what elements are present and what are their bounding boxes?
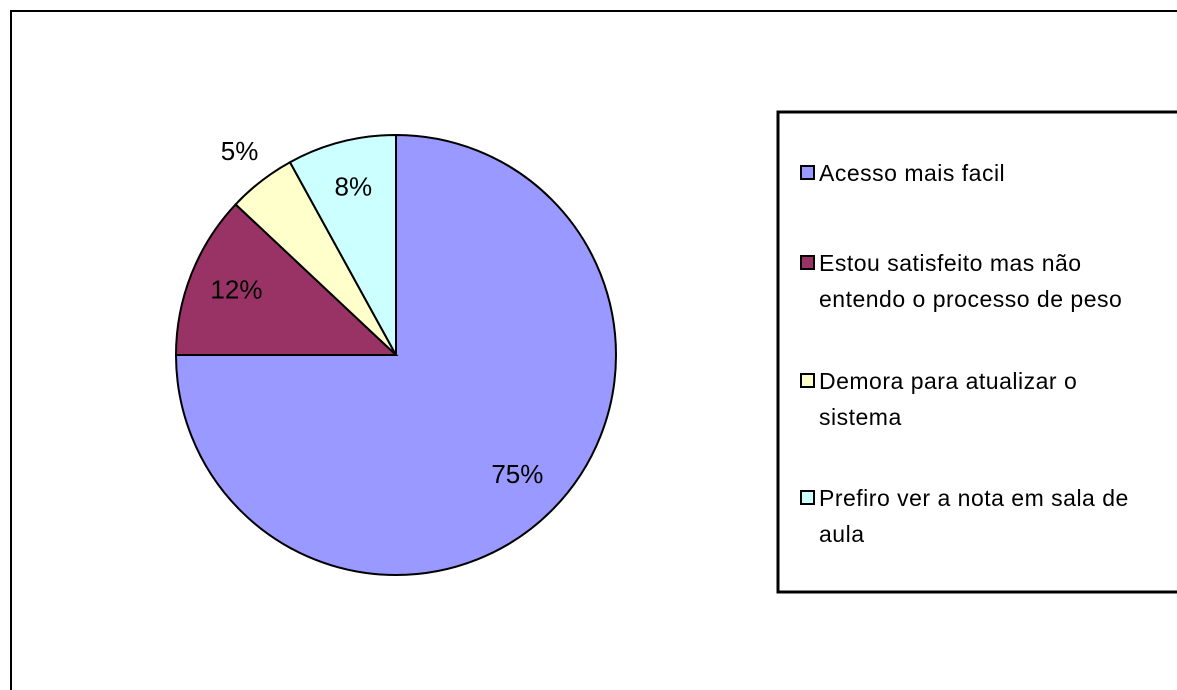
- legend-swatch: [800, 490, 815, 505]
- legend-entry: Demora para atualizar o sistema: [800, 363, 1160, 435]
- legend-label: Prefiro ver a nota em sala de aula: [819, 485, 1129, 547]
- legend-swatch: [800, 373, 815, 388]
- legend-label: Estou satisfeito mas não entendo o proce…: [819, 250, 1123, 312]
- data-label: 75%: [491, 459, 543, 489]
- legend-swatch: [800, 255, 815, 270]
- legend-entry: Prefiro ver a nota em sala de aula: [800, 480, 1160, 552]
- legend-entry: Estou satisfeito mas não entendo o proce…: [800, 245, 1160, 317]
- data-label: 5%: [221, 136, 259, 166]
- legend-label: Demora para atualizar o sistema: [819, 368, 1078, 430]
- pie-slice: [174, 202, 399, 356]
- legend-swatch: [800, 165, 815, 180]
- data-label: 8%: [335, 172, 373, 202]
- legend-entry: Acesso mais facil: [800, 155, 1160, 191]
- data-label: 12%: [210, 275, 262, 305]
- pie-slice: [288, 133, 397, 356]
- legend-label: Acesso mais facil: [819, 160, 1006, 186]
- legend-box: [776, 110, 1177, 594]
- chart-border: [10, 10, 1177, 690]
